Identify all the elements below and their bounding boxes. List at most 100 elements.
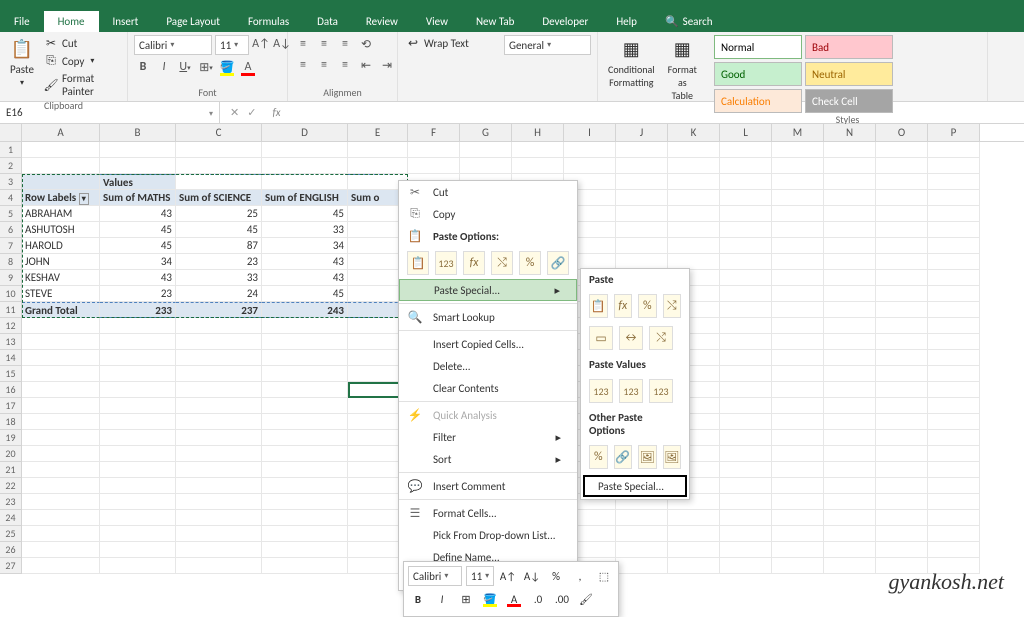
align-left-icon[interactable]: ≡	[294, 56, 312, 74]
cell[interactable]: 45	[262, 206, 348, 222]
cell[interactable]	[772, 318, 824, 334]
cell[interactable]	[668, 174, 720, 190]
cell[interactable]	[616, 526, 668, 542]
cell[interactable]	[176, 398, 262, 414]
paste-icon[interactable]: 📋	[407, 251, 429, 275]
enter-formula-icon[interactable]: ✓	[247, 106, 256, 119]
cell[interactable]	[668, 510, 720, 526]
col-header[interactable]: D	[262, 124, 348, 141]
cell[interactable]: 33	[262, 222, 348, 238]
cell[interactable]	[824, 238, 876, 254]
cell[interactable]	[668, 206, 720, 222]
cm-copy[interactable]: ⎘Copy	[399, 203, 577, 225]
underline-button[interactable]: U▾	[176, 58, 194, 76]
cell[interactable]	[720, 414, 772, 430]
cell[interactable]	[720, 206, 772, 222]
cell[interactable]	[928, 510, 980, 526]
cell[interactable]	[824, 542, 876, 558]
cell[interactable]	[928, 238, 980, 254]
cell[interactable]	[928, 478, 980, 494]
cell[interactable]	[824, 510, 876, 526]
cell[interactable]	[876, 302, 928, 318]
cell[interactable]	[772, 254, 824, 270]
cell[interactable]	[720, 446, 772, 462]
mini-increase-font-icon[interactable]: A↑	[498, 566, 518, 586]
row-header[interactable]: 19	[0, 430, 22, 446]
sub-paste-formulas-format-icon[interactable]: %	[638, 294, 657, 318]
cell[interactable]	[824, 398, 876, 414]
cell[interactable]	[22, 494, 100, 510]
mini-italic-button[interactable]: I	[432, 589, 452, 609]
bold-button[interactable]: B	[134, 58, 152, 76]
cell[interactable]	[720, 142, 772, 158]
font-color-button[interactable]: A	[239, 58, 257, 76]
align-middle-icon[interactable]: ≡	[315, 35, 333, 53]
cell[interactable]	[824, 526, 876, 542]
cell[interactable]	[720, 542, 772, 558]
cm-pick-dropdown[interactable]: Pick From Drop-down List...	[399, 524, 577, 546]
cell[interactable]	[824, 430, 876, 446]
mini-font-color-icon[interactable]: A	[504, 589, 524, 609]
mini-merge-icon[interactable]: ⬚	[594, 566, 614, 586]
cell[interactable]	[22, 446, 100, 462]
cell[interactable]	[824, 158, 876, 174]
cell[interactable]	[176, 510, 262, 526]
cell[interactable]: Sum of ENGLISH	[262, 190, 348, 206]
cell[interactable]	[720, 190, 772, 206]
cell[interactable]	[928, 206, 980, 222]
row-header[interactable]: 7	[0, 238, 22, 254]
sub-paste-special[interactable]: Paste Special...	[583, 475, 687, 497]
tab-file[interactable]: File	[0, 11, 44, 32]
col-header[interactable]: L	[720, 124, 772, 141]
cell[interactable]	[176, 382, 262, 398]
cell[interactable]	[176, 414, 262, 430]
mini-format-painter-icon[interactable]: 🖌	[576, 589, 596, 609]
cell[interactable]	[616, 190, 668, 206]
font-size-select[interactable]: 11	[215, 35, 249, 55]
cell[interactable]	[824, 174, 876, 190]
cm-filter[interactable]: Filter▸	[399, 426, 577, 448]
cm-paste-special[interactable]: Paste Special...▸	[399, 279, 577, 301]
cell[interactable]	[824, 414, 876, 430]
cell[interactable]	[460, 142, 512, 158]
cell[interactable]: 34	[100, 254, 176, 270]
cell[interactable]	[928, 190, 980, 206]
cell[interactable]	[876, 350, 928, 366]
cell[interactable]	[720, 478, 772, 494]
cell[interactable]	[512, 142, 564, 158]
cell[interactable]	[928, 142, 980, 158]
cell[interactable]: Sum of MATHS	[100, 190, 176, 206]
cell[interactable]	[928, 270, 980, 286]
cell[interactable]	[876, 286, 928, 302]
cell[interactable]	[720, 558, 772, 574]
cell[interactable]	[876, 366, 928, 382]
row-header[interactable]: 10	[0, 286, 22, 302]
cell[interactable]	[876, 382, 928, 398]
mini-percent-icon[interactable]: %	[546, 566, 566, 586]
cell[interactable]	[772, 430, 824, 446]
col-header[interactable]: A	[22, 124, 100, 141]
cell[interactable]	[616, 510, 668, 526]
cell[interactable]	[772, 334, 824, 350]
paste-link-icon[interactable]: 🔗	[547, 251, 569, 275]
cell[interactable]	[616, 142, 668, 158]
cell[interactable]	[262, 558, 348, 574]
tab-review[interactable]: Review	[352, 11, 412, 32]
cell[interactable]: 23	[176, 254, 262, 270]
cell[interactable]	[100, 142, 176, 158]
cell[interactable]	[824, 318, 876, 334]
cell[interactable]: KESHAV	[22, 270, 100, 286]
tab-insert[interactable]: Insert	[99, 11, 153, 32]
cell[interactable]: STEVE	[22, 286, 100, 302]
cell[interactable]	[668, 142, 720, 158]
cell[interactable]: 237	[176, 302, 262, 318]
cell[interactable]	[176, 478, 262, 494]
cell[interactable]	[772, 414, 824, 430]
name-box[interactable]: E16	[0, 102, 220, 123]
cell[interactable]	[22, 510, 100, 526]
cell[interactable]	[262, 398, 348, 414]
cell[interactable]	[616, 558, 668, 574]
cell[interactable]	[824, 558, 876, 574]
cell[interactable]: 43	[262, 270, 348, 286]
cell[interactable]	[824, 462, 876, 478]
